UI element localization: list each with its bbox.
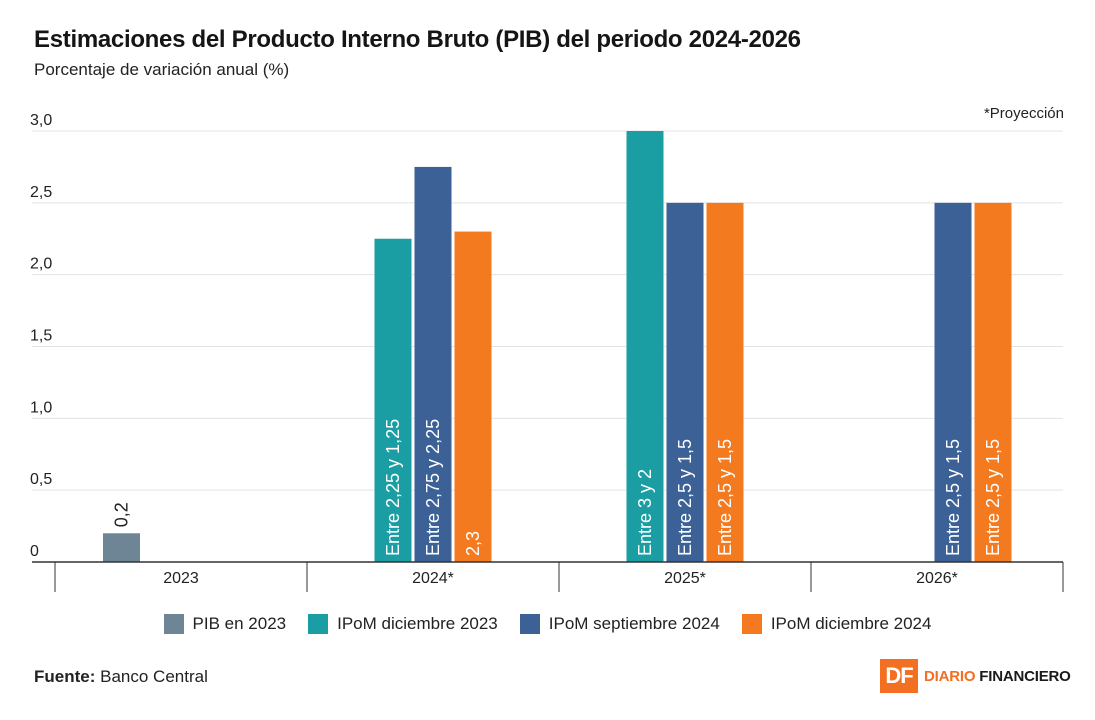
y-tick-label: 1,5: [30, 328, 52, 345]
data-label: Entre 2,5 y 1,5: [983, 439, 1003, 556]
data-label: Entre 2,5 y 1,5: [943, 439, 963, 556]
legend-swatch: [741, 614, 762, 634]
brand-mark: DF: [880, 659, 918, 693]
x-tick-label: 2025*: [664, 570, 706, 587]
source-line: Fuente: Banco Central: [34, 667, 208, 687]
x-tick-label: 2023: [163, 570, 199, 587]
legend-swatch: [163, 614, 184, 634]
bar: [974, 202, 1012, 563]
data-label: Entre 2,75 y 2,25: [423, 419, 443, 556]
data-label: 2,3: [463, 531, 483, 556]
legend-item: IPoM diciembre 2023: [308, 614, 498, 634]
legend-label: IPoM diciembre 2023: [337, 614, 498, 633]
legend-item: IPoM diciembre 2024: [741, 614, 932, 634]
legend-label: PIB en 2023: [192, 614, 287, 633]
bar: [103, 533, 140, 562]
y-tick-label: 2,0: [30, 256, 52, 273]
bar: [934, 202, 972, 563]
brand-logo: DF DIARIO FINANCIERO: [880, 659, 1071, 693]
data-label: Entre 3 y 2: [635, 469, 655, 556]
y-tick-label: 2,5: [30, 184, 52, 201]
y-tick-label: 3,0: [30, 112, 52, 129]
legend-item: IPoM septiembre 2024: [519, 614, 720, 634]
legend-swatch: [308, 614, 329, 634]
bar: [414, 166, 452, 562]
legend-label: IPoM septiembre 2024: [548, 614, 720, 633]
x-tick-label: 2026*: [916, 570, 958, 587]
data-label: Entre 2,25 y 1,25: [383, 419, 403, 556]
data-label: Entre 2,5 y 1,5: [675, 439, 695, 556]
source-value: Banco Central: [100, 667, 208, 686]
bar: [626, 131, 664, 562]
legend-swatch: [519, 614, 540, 634]
chart-title: Estimaciones del Producto Interno Bruto …: [34, 26, 801, 53]
bar: [374, 238, 412, 562]
y-tick-label: 1,0: [30, 399, 52, 416]
bar: [706, 202, 744, 563]
brand-name-part2: FINANCIERO: [979, 667, 1071, 685]
source-label: Fuente:: [34, 667, 96, 686]
y-tick-label: 0: [30, 543, 39, 560]
data-label: Entre 2,5 y 1,5: [715, 439, 735, 556]
data-label: 0,2: [112, 502, 132, 527]
bar: [666, 202, 704, 563]
legend-label: IPoM diciembre 2024: [770, 614, 932, 633]
projection-note: *Proyección: [983, 105, 1064, 122]
x-tick-label: 2024*: [412, 570, 454, 587]
y-tick-label: 0,5: [30, 471, 52, 488]
bar: [454, 231, 492, 563]
brand-name: DIARIO FINANCIERO: [924, 668, 1071, 685]
brand-name-part1: DIARIO: [924, 667, 976, 685]
legend-item: PIB en 2023: [163, 614, 287, 634]
chart-subtitle: Porcentaje de variación anual (%): [34, 60, 290, 79]
legend: PIB en 2023 IPoM diciembre 2023 IPoM septi…: [0, 614, 1095, 634]
